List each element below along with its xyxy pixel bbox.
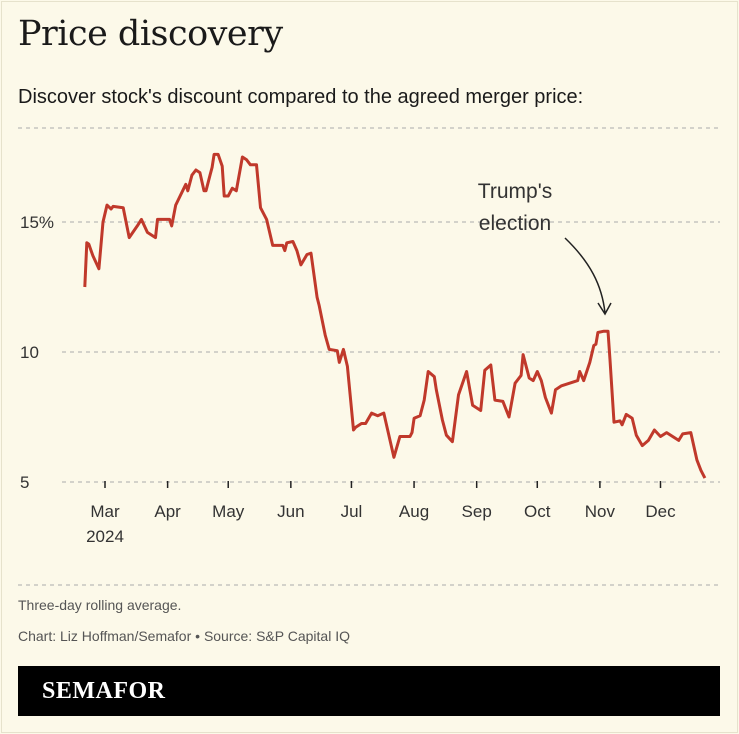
x-tick-label: Mar (90, 502, 120, 521)
x-tick-label: May (212, 502, 245, 521)
annotation-arrow (564, 237, 606, 314)
x-tick-label: Apr (154, 502, 181, 521)
x-tick-label: Nov (585, 502, 616, 521)
footnote: Three-day rolling average. (18, 597, 182, 613)
brand-bar: SEMAFOR (18, 666, 720, 716)
semafor-logo: SEMAFOR (42, 678, 166, 704)
y-tick-label: 10 (20, 343, 39, 362)
x-year-label: 2024 (86, 527, 124, 546)
chart-subtitle: Discover stock's discount compared to th… (18, 86, 584, 108)
x-tick-label: Oct (524, 502, 551, 521)
x-tick-label: Jul (341, 502, 363, 521)
series-line (83, 152, 707, 479)
annotation-line-2: election (479, 212, 551, 235)
y-tick-label: 15% (20, 213, 54, 232)
x-tick-label: Dec (645, 502, 676, 521)
chart-title: Price discovery (18, 14, 283, 54)
x-tick-label: Aug (399, 502, 429, 521)
annotation-line-1: Trump's (478, 180, 552, 203)
x-tick-label: Jun (277, 502, 304, 521)
y-tick-label: 5 (20, 473, 29, 492)
arrow-head-icon (597, 302, 612, 316)
credit: Chart: Liz Hoffman/Semafor • Source: S&P… (18, 628, 350, 644)
x-tick-label: Sep (462, 502, 492, 521)
